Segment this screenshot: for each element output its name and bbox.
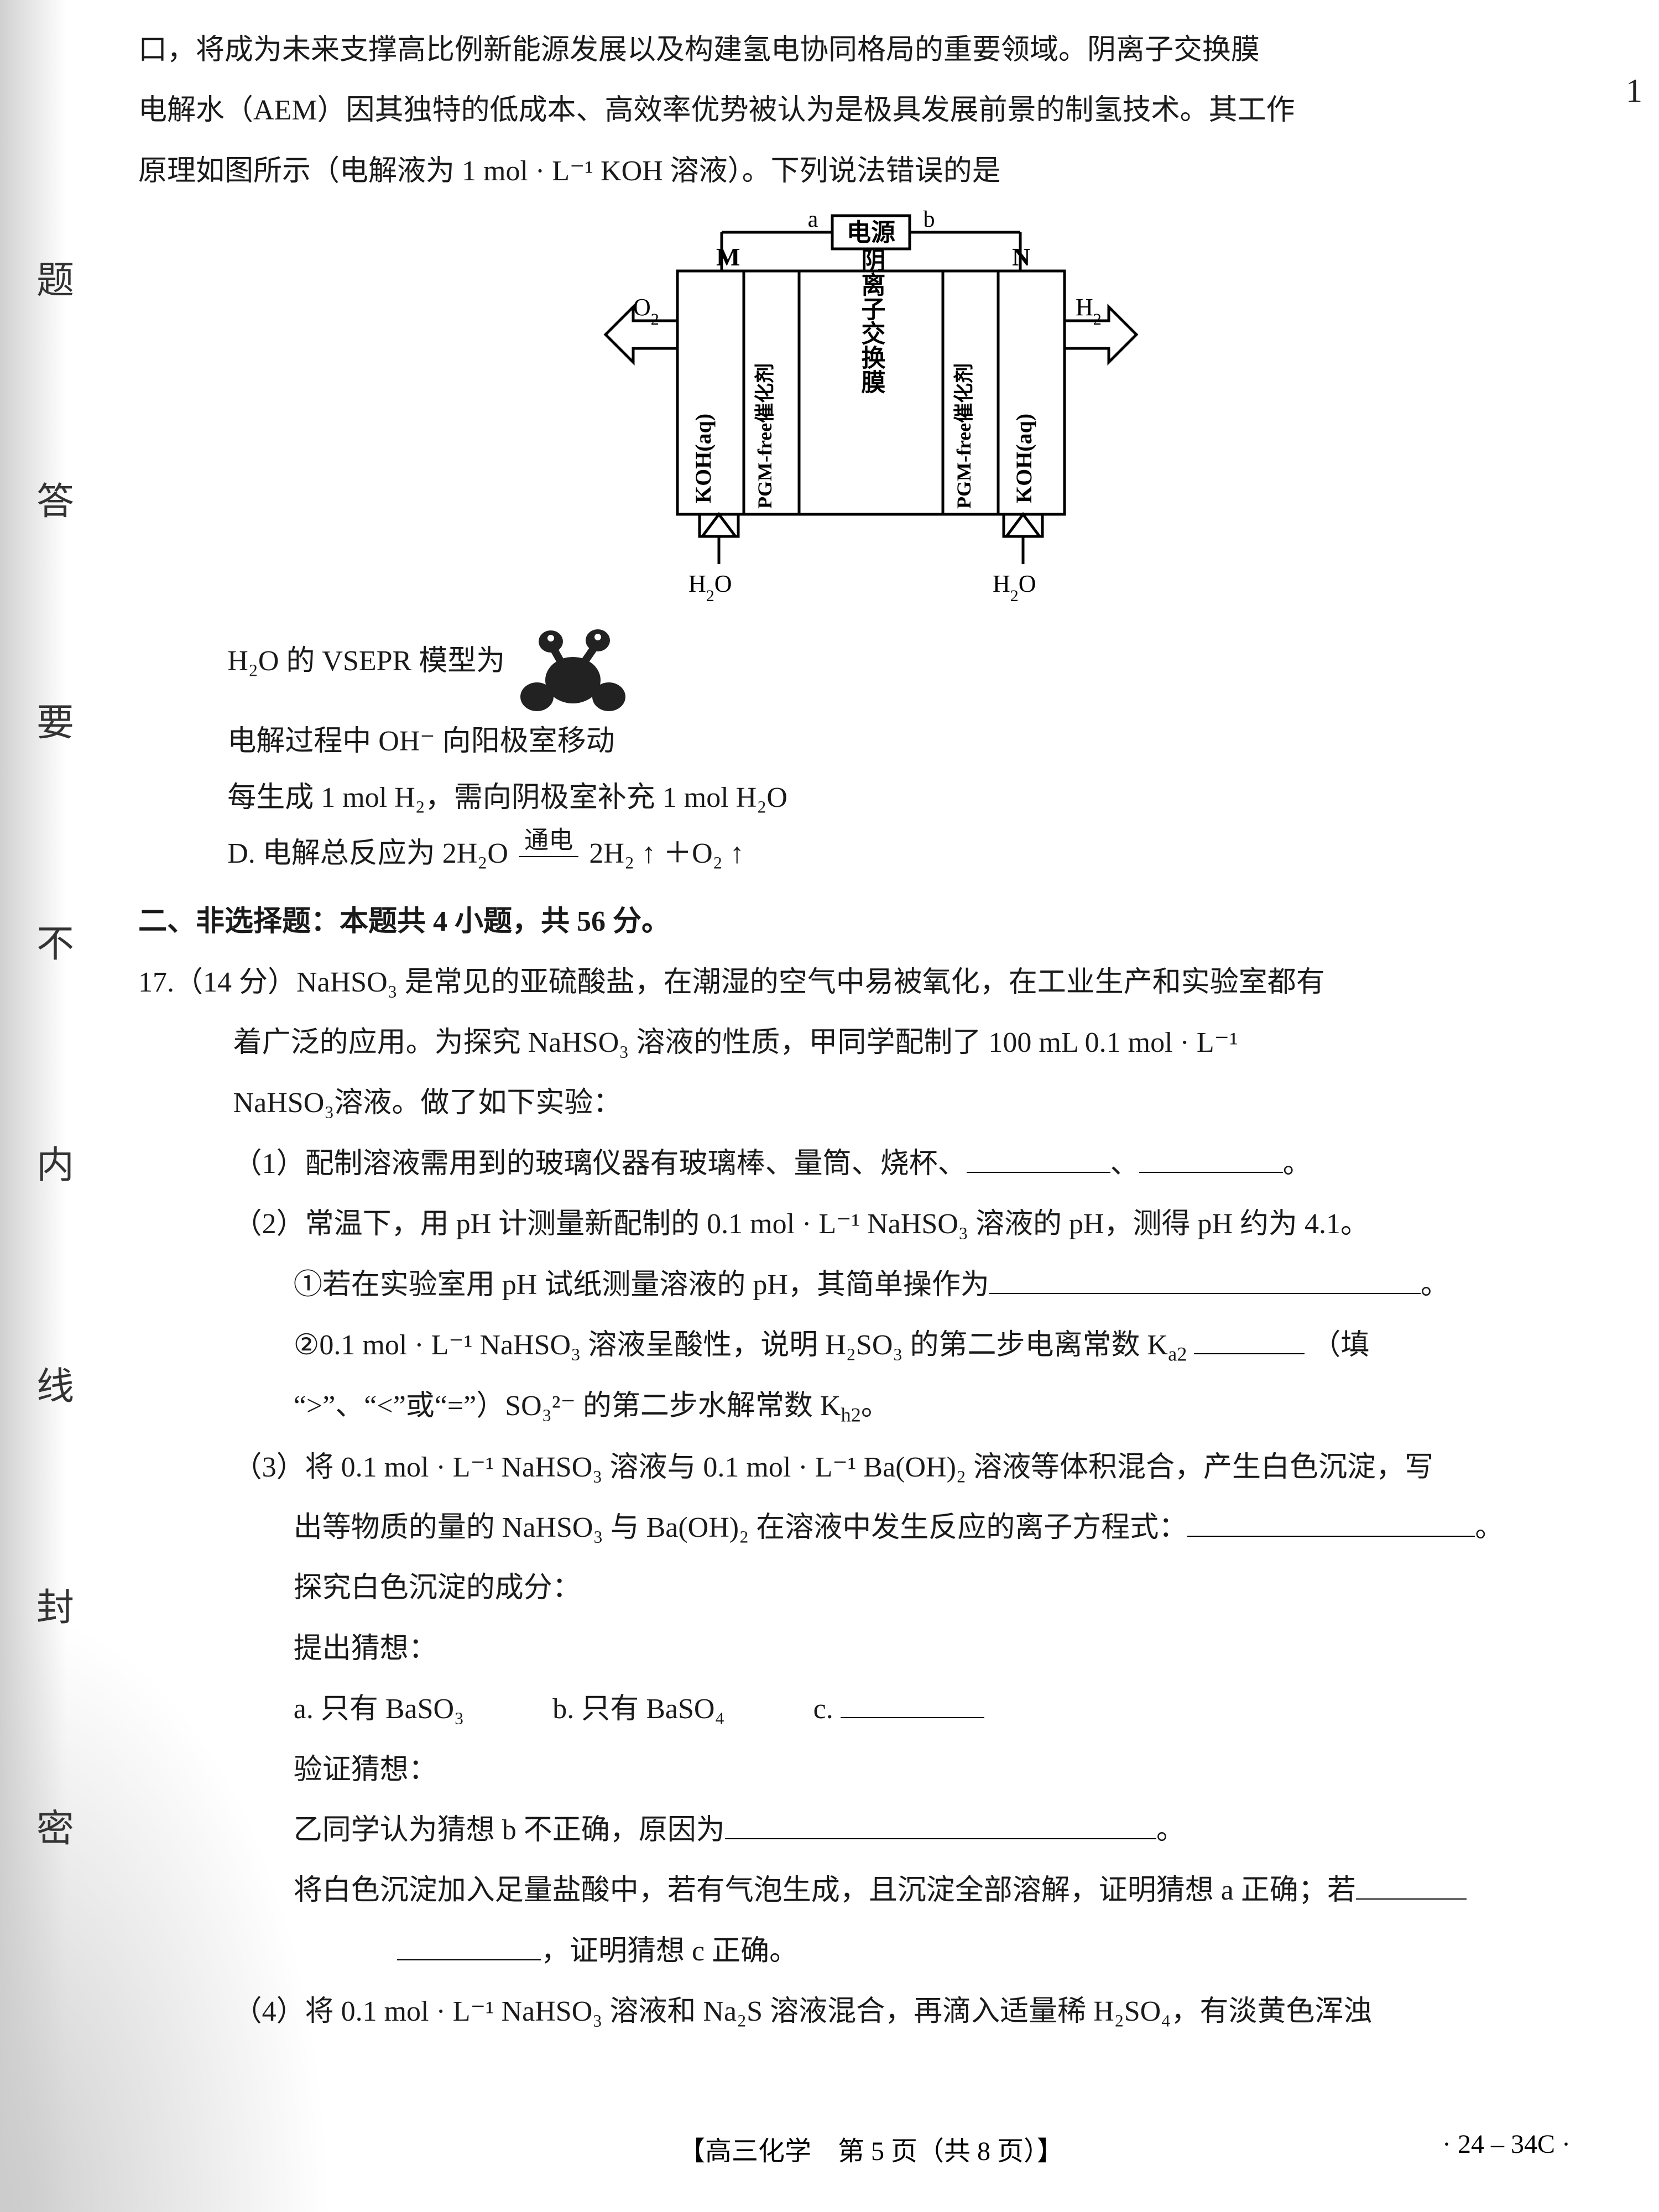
- fill-blank: [1356, 1868, 1467, 1900]
- margin-char: 答: [36, 471, 74, 525]
- svg-text:PGM-free催化剂: PGM-free催化剂: [754, 363, 776, 509]
- q17-part3b: 出等物质的量的 NaHSO₃ 与 Ba(OH)₂ 在溶液中发生反应的离子方程式：…: [138, 1500, 1604, 1556]
- q17-part2-1: ①若在实验室用 pH 试纸测量溶液的 pH，其简单操作为。: [138, 1257, 1604, 1313]
- margin-char: 要: [36, 692, 74, 747]
- power-label: 电源: [847, 219, 895, 246]
- margin-char: 题: [36, 249, 74, 304]
- q17-verify2b: ，证明猜想 c 正确。: [138, 1923, 1604, 1979]
- svg-text:阴离子交换膜: 阴离子交换膜: [858, 248, 886, 394]
- electrolysis-diagram: 电源 a b M N O2 H2 H2O H2O KOH(aq) PGM-fre…: [594, 210, 1147, 608]
- q17-part2-2a: ②0.1 mol · L⁻¹ NaHSO₃ 溶液呈酸性，说明 H₂SO₃ 的第二…: [138, 1317, 1604, 1374]
- option-D: D. 电解总反应为 2H₂O 通电 2H₂ ↑ ＋O₂ ↑: [138, 826, 1604, 884]
- q17-hyp-label: 提出猜想：: [138, 1621, 1604, 1677]
- q17-verify-label: 验证猜想：: [138, 1742, 1604, 1798]
- intro-line: 原理如图所示（电解液为 1 mol · L⁻¹ KOH 溶液）。下列说法错误的是: [138, 143, 1604, 199]
- hyp-b: b. 只有 BaSO₄: [552, 1681, 724, 1737]
- margin-char: 线: [36, 1355, 74, 1410]
- facing-page-number: 1: [1626, 72, 1642, 110]
- svg-text:KOH(aq): KOH(aq): [691, 414, 716, 503]
- fill-blank: [1139, 1141, 1283, 1173]
- fill-blank: [397, 1929, 541, 1960]
- q17-explore: 探究白色沉淀的成分：: [138, 1560, 1604, 1616]
- margin-char: 封: [36, 1577, 74, 1631]
- option-A-text: H₂O 的 VSEPR 模型为: [227, 645, 505, 677]
- fill-blank: [989, 1262, 1421, 1293]
- svg-text:a: a: [808, 210, 818, 232]
- vsepr-molecule-icon: [512, 619, 634, 719]
- page-content: 口，将成为未来支撑高比例新能源发展以及构建氢电协同格局的重要领域。阴离子交换膜 …: [138, 22, 1604, 2044]
- fill-blank: [725, 1808, 1156, 1839]
- q17-head: 17.（14 分）NaHSO₃ 是常见的亚硫酸盐，在潮湿的空气中易被氧化，在工业…: [138, 954, 1604, 1010]
- q17-part2: （2）常温下，用 pH 计测量新配制的 0.1 mol · L⁻¹ NaHSO₃…: [138, 1196, 1604, 1252]
- reaction-condition: 通电: [519, 828, 578, 884]
- q17-hypotheses: a. 只有 BaSO₃ b. 只有 BaSO₄ c.: [138, 1681, 1604, 1737]
- page-footer: 【高三化学 第 5 页（共 8 页）】 · 24 – 34C ·: [138, 2129, 1604, 2168]
- option-C: 每生成 1 mol H₂，需向阴极室补充 1 mol H₂O: [138, 770, 1604, 826]
- q17-verify2a: 将白色沉淀加入足量盐酸中，若有气泡生成，且沉淀全部溶解，证明猜想 a 正确；若: [138, 1863, 1604, 1918]
- q17-head: NaHSO₃溶液。做了如下实验：: [138, 1075, 1604, 1131]
- svg-text:b: b: [924, 210, 935, 232]
- intro-line: 电解水（AEM）因其独特的低成本、高效率优势被认为是极具发展前景的制氢技术。其工…: [138, 82, 1604, 138]
- fill-blank: [1194, 1323, 1305, 1354]
- binding-margin-note: 题 答 要 不 内 线 封 密: [17, 166, 94, 1936]
- q17-part4: （4）将 0.1 mol · L⁻¹ NaHSO₃ 溶液和 Na₂S 溶液混合，…: [138, 1984, 1604, 2039]
- svg-text:KOH(aq): KOH(aq): [1011, 414, 1036, 503]
- hyp-c: c.: [813, 1681, 984, 1737]
- fill-blank: [841, 1687, 984, 1718]
- svg-text:M: M: [716, 243, 740, 271]
- footer-right: · 24 – 34C ·: [1427, 2129, 1604, 2168]
- svg-text:PGM-free催化剂: PGM-free催化剂: [953, 363, 975, 509]
- intro-line: 口，将成为未来支撑高比例新能源发展以及构建氢电协同格局的重要领域。阴离子交换膜: [138, 22, 1604, 78]
- svg-text:N: N: [1012, 243, 1030, 271]
- inlet-left-label: H2O: [688, 570, 732, 605]
- margin-char: 密: [36, 1798, 74, 1853]
- fill-blank: [1187, 1505, 1475, 1537]
- fill-blank: [967, 1141, 1110, 1173]
- option-A: H₂O 的 VSEPR 模型为: [138, 614, 1604, 713]
- q17-part1: （1）配制溶液需用到的玻璃仪器有玻璃棒、量筒、烧杯、、。: [138, 1136, 1604, 1192]
- margin-char: 内: [36, 1134, 74, 1189]
- option-B: 电解过程中 OH⁻ 向阳极室移动: [138, 713, 1604, 769]
- inlet-right-label: H2O: [993, 570, 1036, 605]
- q17-part2-2b: “>”、“<”或“=”）SO₃²⁻ 的第二步水解常数 Kh2。: [138, 1378, 1604, 1434]
- q17-part3a: （3）将 0.1 mol · L⁻¹ NaHSO₃ 溶液与 0.1 mol · …: [138, 1439, 1604, 1495]
- q17-verify1: 乙同学认为猜想 b 不正确，原因为。: [138, 1802, 1604, 1858]
- hyp-a: a. 只有 BaSO₃: [294, 1681, 464, 1737]
- option-D-suffix: 2H₂ ↑ ＋O₂ ↑: [589, 838, 744, 869]
- q17-head: 着广泛的应用。为探究 NaHSO₃ 溶液的性质，甲同学配制了 100 mL 0.…: [138, 1015, 1604, 1071]
- margin-char: 不: [36, 913, 74, 968]
- footer-center: 【高三化学 第 5 页（共 8 页）】: [315, 2129, 1427, 2168]
- section-heading: 二、非选择题：本题共 4 小题，共 56 分。: [138, 894, 1604, 950]
